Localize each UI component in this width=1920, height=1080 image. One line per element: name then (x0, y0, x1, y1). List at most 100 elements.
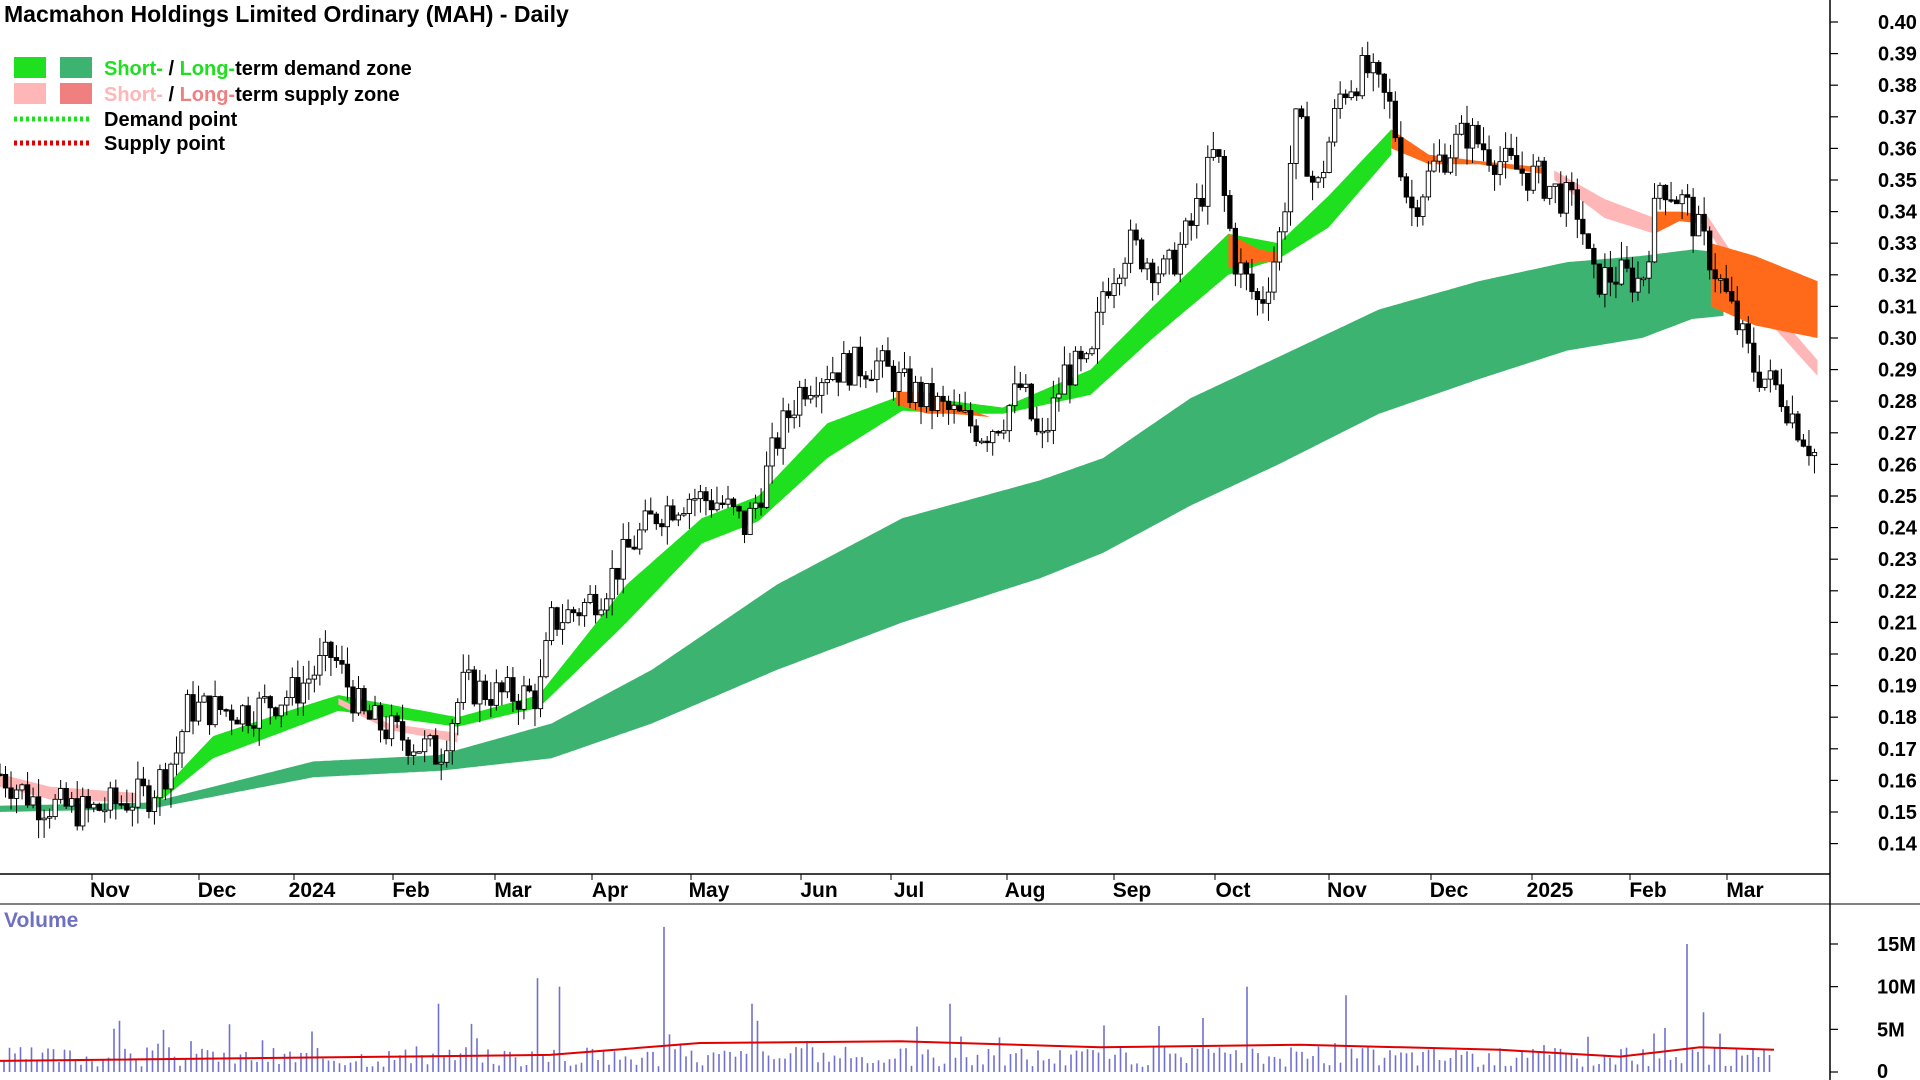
candle-body (813, 394, 819, 398)
price-tick-label: 0.29 (1878, 360, 1917, 382)
candle-body (929, 383, 935, 411)
candle-body (74, 798, 80, 827)
candle-body (1205, 156, 1211, 207)
candle-body (466, 669, 472, 673)
long-term-demand-zone (0, 249, 1724, 812)
candle-body (1409, 196, 1415, 209)
volume-average-line (0, 1040, 1775, 1062)
candle-body (1502, 147, 1509, 163)
candle-body (1133, 229, 1139, 241)
candle-body (394, 715, 400, 723)
month-label: Feb (1629, 879, 1666, 902)
month-label: Dec (1430, 879, 1469, 902)
candle-body (637, 529, 643, 550)
candle-body (1116, 277, 1123, 285)
candle-body (1392, 100, 1398, 139)
candle-body (455, 702, 461, 724)
candle-body (499, 682, 505, 693)
candle-body (85, 796, 91, 809)
demand-zone-legend: Short- / Long-term demand zone (104, 58, 412, 80)
candle-body (973, 425, 979, 442)
candle-body (1006, 405, 1012, 432)
supply-zone-legend: Short- / Long-term supply zone (104, 84, 400, 106)
candle-body (786, 410, 792, 419)
candle-body (1563, 182, 1569, 214)
short-demand-swatch (14, 57, 46, 78)
candle-body (284, 697, 290, 706)
price-tick-label: 0.31 (1878, 296, 1917, 318)
short-term-supply-zone (0, 170, 1818, 803)
candle-body (157, 769, 163, 799)
candle-body (1271, 261, 1277, 293)
candle-body (140, 778, 147, 787)
candle-body (80, 796, 86, 827)
candle-body (1348, 91, 1354, 99)
candle-body (1227, 195, 1233, 229)
candle-body (1673, 199, 1680, 205)
candle-body (267, 696, 273, 709)
candle-body (344, 663, 351, 688)
candle-body (1602, 267, 1608, 295)
candle-body (1304, 116, 1310, 177)
candle-body (659, 523, 665, 528)
candle-body (532, 690, 538, 710)
candle-body (956, 404, 963, 412)
candle-body (1431, 160, 1437, 172)
candle-body (642, 510, 648, 531)
candle-body (758, 502, 764, 508)
candle-body (543, 640, 549, 678)
candle-body (30, 796, 36, 806)
candle-body (444, 750, 450, 763)
candle-body (730, 498, 737, 508)
candle-body (0, 773, 3, 777)
candle-body (570, 609, 577, 614)
short-supply-swatch (14, 83, 46, 104)
month-label: 2024 (289, 879, 336, 902)
demand-point-label: Demand point (104, 109, 238, 131)
candle-body (835, 372, 841, 383)
candle-body (449, 723, 455, 752)
candle-body (96, 803, 102, 811)
candle-body (1216, 149, 1222, 157)
candle-body (1067, 364, 1073, 386)
candle-body (206, 695, 213, 726)
candle-body (46, 816, 53, 819)
candle-body (190, 694, 196, 722)
candle-body (719, 502, 726, 506)
candle-body (554, 607, 560, 630)
candle-body (1331, 108, 1338, 143)
candle-body (1580, 218, 1586, 235)
candle-body (1210, 149, 1216, 158)
candle-body (1662, 184, 1669, 201)
candle-body (1486, 149, 1492, 166)
candle-body (697, 491, 704, 500)
candle-body (13, 789, 20, 799)
candle-body (1453, 133, 1459, 159)
candle-body (102, 809, 108, 813)
candle-body (1155, 273, 1161, 284)
candle-body (890, 365, 897, 392)
candle-body (1083, 353, 1090, 360)
candle-body (1745, 323, 1751, 344)
month-label: May (689, 879, 730, 902)
candle-body (912, 381, 919, 403)
candle-body (240, 705, 246, 725)
candle-body (339, 660, 345, 665)
candle-body (620, 538, 626, 580)
candle-body (1447, 157, 1454, 173)
price-tick-label: 0.28 (1878, 391, 1917, 413)
month-label: Nov (1327, 879, 1367, 902)
candle-body (1094, 311, 1101, 350)
candle-body (1387, 91, 1393, 102)
candle-body (1491, 164, 1498, 175)
candle-body (1001, 430, 1007, 434)
candle-body (1778, 384, 1785, 408)
month-label: Sep (1113, 879, 1152, 902)
candle-body (1800, 439, 1807, 447)
price-tick-label: 0.32 (1878, 265, 1917, 287)
candle-body (488, 699, 494, 706)
month-label: 2025 (1527, 879, 1574, 902)
candle-body (1596, 263, 1603, 295)
candle-body (1436, 154, 1443, 162)
candle-body (521, 685, 527, 710)
